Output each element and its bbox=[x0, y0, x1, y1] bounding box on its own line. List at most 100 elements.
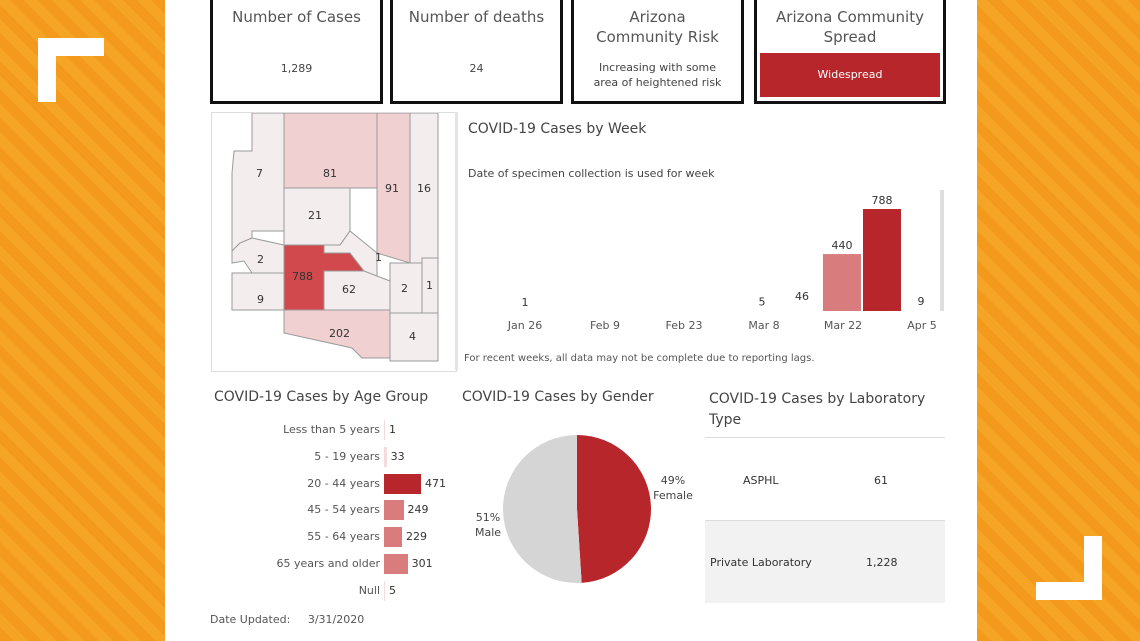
divider bbox=[455, 112, 458, 370]
gender-slice bbox=[502, 435, 582, 583]
county-label: 1 bbox=[375, 251, 382, 264]
weekly-tick-label: Mar 22 bbox=[824, 319, 862, 332]
weekly-chart-note: For recent weeks, all data may not be co… bbox=[464, 353, 815, 364]
kpi-spread-card: Arizona Community Spread Widespread bbox=[754, 0, 946, 104]
age-bar-chart[interactable]: Less than 5 years 1 5 - 19 years 33 20 - 44 … bbox=[214, 418, 454, 602]
weekly-tick-label: Apr 5 bbox=[907, 319, 937, 332]
lab-value: 61 bbox=[874, 474, 888, 487]
age-group-value: 249 bbox=[407, 503, 429, 517]
weekly-bar bbox=[863, 209, 901, 311]
county-label: 21 bbox=[308, 209, 322, 222]
corner-bracket-bottom-v bbox=[1084, 536, 1102, 600]
age-group-value: 1 bbox=[389, 423, 396, 436]
table-row[interactable]: Private Laboratory 1,228 bbox=[705, 520, 945, 603]
table-row[interactable]: ASPHL 61 bbox=[705, 437, 945, 520]
county-label: 81 bbox=[323, 167, 337, 180]
gender-category-label: Male bbox=[475, 526, 501, 539]
weekly-tick-label: Feb 23 bbox=[666, 319, 703, 332]
date-updated-label: Date Updated: bbox=[210, 613, 291, 626]
weekly-chart-subtitle: Date of specimen collection is used for … bbox=[468, 167, 715, 180]
weekly-scrollbar bbox=[940, 190, 944, 311]
county-mohave[interactable] bbox=[231, 112, 287, 253]
kpi-deaths-value: 24 bbox=[469, 62, 484, 75]
date-updated: Date Updated: 3/31/2020 bbox=[210, 613, 364, 626]
age-group-label: 65 years and older bbox=[276, 557, 380, 570]
weekly-bar-chart[interactable]: 1 5 46 440 788 9 Jan 26 Feb 9 Feb 23 Mar 8 Mar 22 A… bbox=[460, 185, 950, 340]
county-label: 16 bbox=[417, 182, 431, 195]
age-group-label: 20 - 44 years bbox=[307, 476, 380, 490]
age-group-bar bbox=[384, 420, 385, 440]
lab-name: ASPHL bbox=[743, 474, 779, 487]
weekly-bar bbox=[823, 254, 861, 311]
age-group-bar bbox=[384, 473, 421, 494]
county-label: 62 bbox=[342, 283, 356, 296]
county-label: 91 bbox=[385, 182, 399, 195]
age-group-bar bbox=[384, 446, 387, 467]
kpi-cases-value: 1,289 bbox=[280, 62, 313, 75]
weekly-bar-label: 5 bbox=[759, 295, 766, 308]
county-label: 9 bbox=[257, 293, 264, 306]
lab-table: ASPHL 61 Private Laboratory 1,228 bbox=[705, 437, 945, 603]
gender-slice bbox=[577, 435, 651, 583]
kpi-risk-value: Increasing with some area of heightened … bbox=[593, 61, 722, 89]
age-group-row[interactable]: 65 years and older 301 bbox=[214, 552, 454, 579]
kpi-cases-title: Number of Cases bbox=[232, 8, 361, 26]
kpi-risk-card: Arizona Community Risk Increasing with s… bbox=[571, 0, 744, 104]
kpi-risk-title: Arizona Community Risk bbox=[596, 8, 719, 46]
age-chart-title: COVID-19 Cases by Age Group bbox=[214, 389, 429, 405]
lab-value: 1,228 bbox=[866, 556, 898, 569]
age-group-row[interactable]: Less than 5 years 1 bbox=[214, 418, 454, 445]
kpi-deaths-card: Number of deaths 24 bbox=[390, 0, 563, 104]
age-group-label: 55 - 64 years bbox=[307, 530, 380, 544]
age-group-label: 5 - 19 years bbox=[314, 449, 380, 463]
weekly-tick-label: Jan 26 bbox=[507, 319, 542, 332]
weekly-chart-title: COVID-19 Cases by Week bbox=[468, 121, 647, 137]
age-group-bar bbox=[384, 527, 402, 548]
gender-percent-label: 51% bbox=[476, 511, 500, 524]
age-group-value: 471 bbox=[425, 476, 446, 490]
county-cochise[interactable] bbox=[389, 312, 439, 362]
age-group-value: 229 bbox=[405, 530, 427, 544]
weekly-tick-label: Feb 9 bbox=[590, 319, 620, 332]
gender-category-label: Female bbox=[653, 489, 693, 502]
age-group-value: 301 bbox=[411, 557, 433, 570]
county-pima[interactable] bbox=[283, 309, 391, 359]
age-group-label: Null bbox=[358, 583, 380, 597]
lab-name: Private Laboratory bbox=[710, 556, 812, 569]
age-group-row[interactable]: 5 - 19 years 33 bbox=[214, 445, 454, 472]
weekly-bar-label: 1 bbox=[522, 296, 529, 309]
kpi-spread-title: Arizona Community Spread bbox=[776, 8, 924, 46]
age-group-label: 45 - 54 years bbox=[307, 503, 380, 517]
county-map-svg bbox=[231, 112, 439, 362]
age-group-bar bbox=[384, 554, 408, 574]
age-group-value: 33 bbox=[390, 449, 405, 463]
weekly-tick-label: Mar 8 bbox=[748, 319, 779, 332]
kpi-deaths-title: Number of deaths bbox=[408, 8, 545, 26]
corner-bracket-top-v bbox=[38, 38, 56, 102]
right-orange-border bbox=[977, 0, 1140, 641]
kpi-spread-badge: Widespread bbox=[760, 53, 940, 97]
date-updated-value: 3/31/2020 bbox=[307, 613, 365, 626]
county-label: 2 bbox=[257, 253, 264, 266]
weekly-bar-label: 46 bbox=[795, 290, 809, 303]
county-yuma[interactable] bbox=[231, 272, 285, 311]
age-group-label: Less than 5 years bbox=[283, 423, 380, 436]
county-label: 2 bbox=[401, 282, 408, 295]
age-group-row[interactable]: 20 - 44 years 471 bbox=[214, 472, 454, 499]
county-pinal[interactable] bbox=[323, 270, 391, 311]
age-group-value: 5 bbox=[389, 583, 396, 597]
county-label: 1 bbox=[426, 279, 433, 292]
kpi-cases-card: Number of Cases 1,289 bbox=[210, 0, 383, 104]
gender-pie-chart[interactable]: 49% Female 51% Male bbox=[460, 420, 705, 600]
age-group-row[interactable]: 55 - 64 years 229 bbox=[214, 525, 454, 552]
left-orange-border bbox=[0, 0, 165, 641]
gender-percent-label: 49% bbox=[661, 474, 685, 487]
age-group-bar bbox=[384, 500, 404, 521]
age-group-row[interactable]: Null 5 bbox=[214, 579, 454, 606]
weekly-bar-label: 9 bbox=[918, 295, 925, 308]
county-label: 4 bbox=[409, 330, 416, 343]
age-group-row[interactable]: 45 - 54 years 249 bbox=[214, 498, 454, 525]
county-label: 788 bbox=[292, 270, 313, 283]
arizona-county-map[interactable]: 7 81 91 16 21 2 788 1 62 2 1 9 202 4 bbox=[211, 112, 457, 372]
lab-table-title: COVID-19 Cases by Laboratory Type bbox=[709, 391, 926, 428]
